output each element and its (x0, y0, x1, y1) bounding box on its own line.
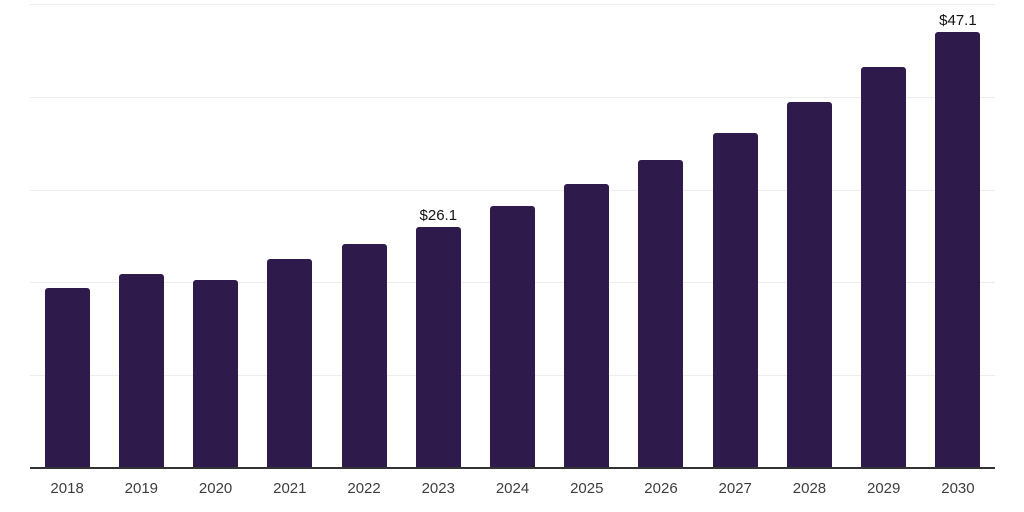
bar-2026 (638, 159, 684, 469)
x-tick-label-2027: 2027 (718, 480, 752, 497)
x-tick-label-2029: 2029 (867, 480, 901, 497)
bar-2027 (712, 133, 758, 469)
x-tick-label-2030: 2030 (941, 480, 975, 497)
x-tick-label-2026: 2026 (644, 480, 678, 497)
bar-slot-2030: $47.1 (921, 0, 995, 469)
bar-2024 (490, 206, 536, 469)
bar-slot-2029 (847, 0, 921, 469)
bar-2023: $26.1 (415, 208, 461, 469)
bars-container: $26.1 $47.1 (30, 0, 995, 469)
x-tick-label-2019: 2019 (124, 480, 159, 497)
bar-2019 (118, 274, 164, 469)
x-tick-label-2021: 2021 (273, 480, 307, 497)
bar-slot-2025 (550, 0, 624, 469)
plot-area: $26.1 $47.1 (30, 0, 995, 469)
bar-2030: $47.1 (935, 13, 981, 469)
bar-2018 (44, 288, 90, 469)
x-tick-label-2018: 2018 (50, 480, 84, 497)
bar-slot-2026 (624, 0, 698, 469)
bar-slot-2018 (30, 0, 104, 469)
bar-slot-2021 (253, 0, 327, 469)
x-tick-label-2028: 2028 (792, 480, 827, 497)
bar-slot-2020 (178, 0, 252, 469)
gridline-y-30 (30, 189, 995, 191)
bar-2021 (267, 259, 313, 469)
bar-2022 (341, 244, 387, 469)
gridline-y-40 (30, 96, 995, 98)
x-tick-label-2022: 2022 (347, 480, 381, 497)
value-label-2023: $26.1 (419, 206, 458, 224)
x-tick-label-2020: 2020 (198, 480, 233, 497)
bar-slot-2022 (327, 0, 401, 469)
bar-2029 (861, 67, 907, 469)
bar-slot-2028 (772, 0, 846, 469)
bar-2028 (786, 102, 832, 469)
bar-slot-2019 (104, 0, 178, 469)
x-tick-label-2023: 2023 (421, 480, 455, 497)
gridline-y-50 (30, 4, 995, 5)
x-axis-line (30, 467, 995, 469)
bar-slot-2023: $26.1 (401, 0, 475, 469)
bar-slot-2027 (698, 0, 772, 469)
bar-slot-2024 (475, 0, 549, 469)
x-tick-label-2024: 2024 (495, 480, 530, 497)
bar-2025 (564, 184, 610, 469)
bar-2020 (193, 279, 239, 469)
x-axis-labels: 2018 2019 2020 2021 2022 2023 2024 2025 2026 2027… (30, 480, 995, 498)
value-label-2030: $47.1 (939, 11, 977, 29)
x-tick-label-2025: 2025 (570, 480, 604, 497)
